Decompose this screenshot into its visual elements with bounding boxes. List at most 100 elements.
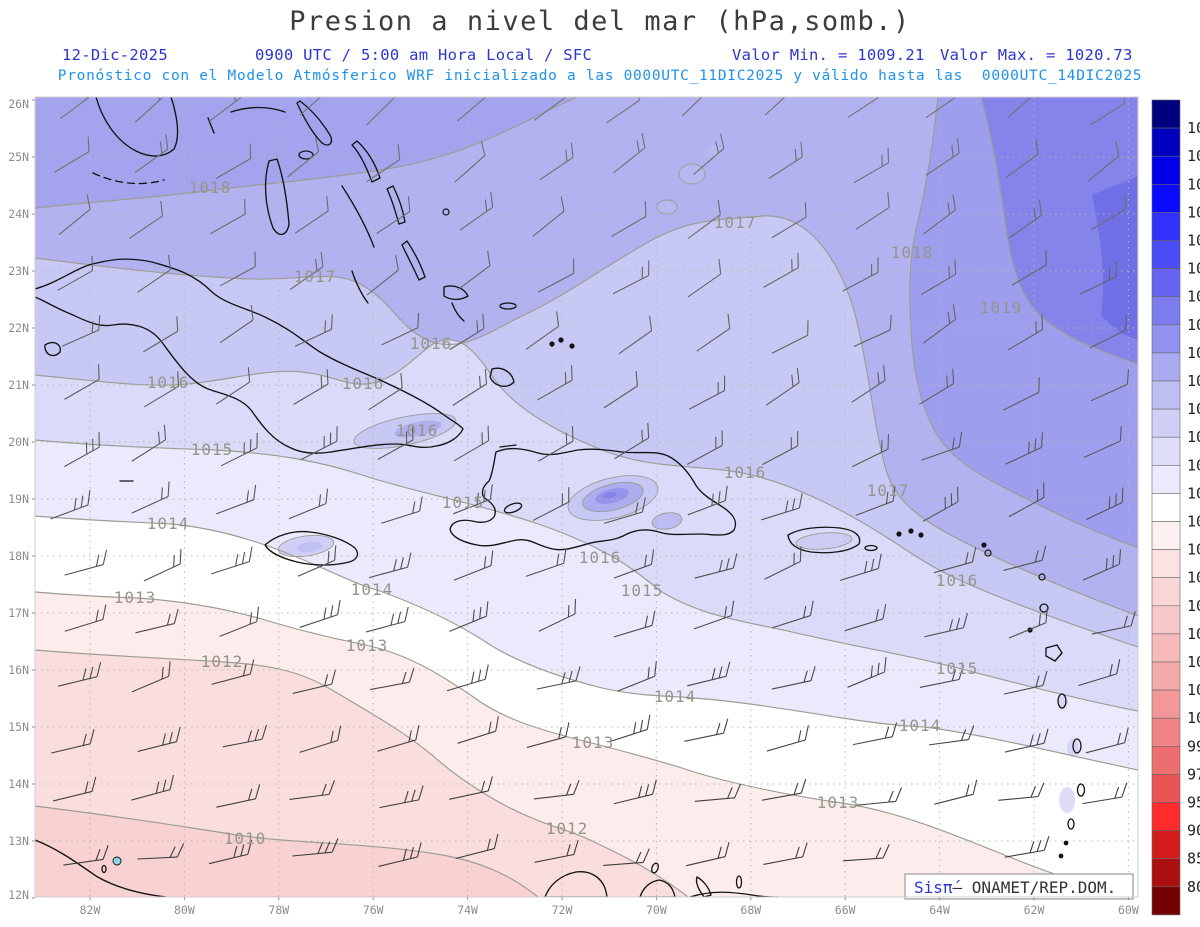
- colorbar-label-1012: 1012: [1187, 541, 1200, 559]
- wind-barb: [618, 315, 653, 355]
- lat-label-19N: 19N: [8, 492, 29, 506]
- island-bonaire: [735, 875, 743, 889]
- wind-barb: [376, 196, 411, 235]
- isobar-1013: [35, 591, 1123, 897]
- coastline-hispaniola: [449, 447, 737, 551]
- wind-barb: [220, 432, 258, 467]
- wind-barb: [366, 255, 399, 296]
- lon-label-74W: 74W: [457, 903, 478, 917]
- wind-barb: [1003, 545, 1047, 571]
- contour-label-1014: 1014: [899, 716, 942, 735]
- wind-barb: [764, 97, 786, 116]
- coastline-tortue: [499, 444, 517, 448]
- wind-barb: [1090, 369, 1129, 402]
- island-san-salvador: [442, 208, 450, 216]
- wind-barb: [368, 552, 412, 579]
- lat-label-15N: 15N: [8, 720, 29, 734]
- wind-barb: [292, 669, 336, 695]
- contour-label-1010: 1010: [224, 829, 267, 848]
- island-st-martin: [984, 549, 992, 557]
- island-san-andres: [101, 864, 107, 874]
- lon-label-82W: 82W: [80, 903, 101, 917]
- colorbar-label-850: 850: [1187, 850, 1200, 868]
- colorbar-cell: [1151, 212, 1181, 241]
- island-mayaguana: [499, 302, 517, 310]
- wind-barb: [919, 368, 955, 405]
- wind-barb: [453, 550, 494, 581]
- contour-label-1016: 1016: [147, 373, 190, 392]
- colorbar-cell: [1151, 127, 1181, 157]
- colorbar-cell: [1151, 830, 1181, 859]
- island-virgin-2: [908, 528, 914, 534]
- lon-label-70W: 70W: [646, 903, 667, 917]
- colorbar-cell: [1151, 296, 1181, 326]
- coastline-cat-island: [386, 185, 406, 225]
- wind-barb: [844, 604, 887, 632]
- colorbar-label-1002: 1002: [1187, 681, 1200, 699]
- lon-label-66W: 66W: [835, 903, 856, 917]
- contour-label-1017: 1017: [867, 481, 910, 500]
- contour-label-1013: 1013: [346, 636, 389, 655]
- wind-barb: [771, 202, 807, 239]
- colorbar-cell: [1151, 408, 1181, 438]
- colorbar-label-990: 990: [1187, 737, 1200, 755]
- island-turks-1: [549, 341, 555, 347]
- wind-barb: [688, 375, 726, 410]
- colorbar-cell: [1151, 689, 1181, 719]
- wind-barb: [449, 776, 493, 800]
- wind-barb: [694, 553, 738, 579]
- wind-barb: [681, 97, 703, 117]
- onamet-text: – ONAMET/REP.DOM.: [953, 878, 1117, 897]
- wind-barb: [131, 481, 170, 514]
- wind-barb: [532, 487, 570, 521]
- island-gonave: [503, 502, 523, 514]
- wind-barb: [452, 484, 493, 515]
- wind-barb: [847, 657, 887, 688]
- wind-barb: [537, 258, 575, 293]
- wind-barb: [685, 842, 730, 867]
- wind-barb: [843, 844, 890, 862]
- pressure-pocket: [651, 512, 683, 530]
- colorbar-cell: [1151, 605, 1181, 635]
- wind-barb: [762, 430, 799, 466]
- wind-barb: [1005, 139, 1039, 179]
- colorbar-cell: [1151, 521, 1181, 550]
- contour-label-1016: 1016: [936, 571, 979, 590]
- lat-label-25N: 25N: [8, 150, 29, 164]
- wind-barb: [693, 133, 725, 175]
- wind-barb: [921, 432, 963, 461]
- lat-label-14N: 14N: [8, 777, 29, 791]
- wind-barb: [998, 782, 1045, 801]
- providencia-lagoon: [112, 856, 122, 866]
- wind-barb: [288, 488, 329, 520]
- wind-barb: [289, 780, 335, 800]
- wind-barb: [370, 667, 415, 691]
- colorbar-label-1050: 1050: [1187, 119, 1200, 137]
- wind-barb: [539, 142, 574, 181]
- colorbar-cell: [1151, 661, 1181, 691]
- colorbar-label-1028: 1028: [1187, 232, 1200, 250]
- wind-barb: [137, 843, 185, 860]
- wind-barb: [379, 785, 424, 809]
- colorbar-label-1010: 1010: [1187, 569, 1200, 587]
- wind-barb: [851, 365, 886, 403]
- island-aruba: [651, 862, 659, 874]
- contour-label-1014: 1014: [351, 580, 394, 599]
- coastline-jamaica: [264, 530, 359, 566]
- wind-barb: [381, 496, 423, 524]
- wind-barb: [603, 497, 646, 524]
- coastline-inagua: [489, 367, 515, 387]
- colorbar-cell: [1151, 380, 1181, 410]
- colorbar: 1050 1040 1035 1030 1028 1025 1022 1020 1019 1018…: [1151, 99, 1200, 916]
- wind-barb: [1091, 611, 1136, 635]
- wind-barb: [454, 140, 486, 183]
- colorbar-label-1017: 1017: [1187, 400, 1200, 418]
- wind-barb: [135, 608, 179, 634]
- isobar-1014: [35, 515, 1138, 771]
- wind-barb: [210, 199, 246, 235]
- colorbar-label-1035: 1035: [1187, 175, 1200, 193]
- contour-label-1014: 1014: [654, 687, 697, 706]
- wind-barb: [525, 311, 560, 350]
